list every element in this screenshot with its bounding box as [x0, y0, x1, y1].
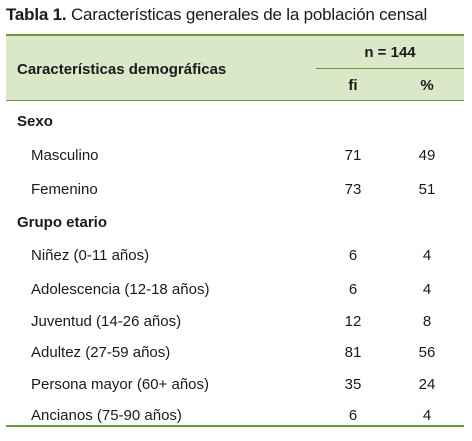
demographics-table: Características demográficas n = 144 fi … [6, 34, 464, 427]
row-percent: 49 [418, 147, 436, 164]
row-percent: 24 [418, 376, 436, 393]
row-fi: 71 [344, 147, 362, 164]
header-subrule [316, 68, 464, 69]
group-label: Sexo [17, 113, 53, 130]
row-percent: 51 [418, 181, 436, 198]
group-row-sexo: Sexo [6, 113, 464, 133]
table-top-rule [6, 34, 464, 36]
row-percent: 8 [422, 313, 432, 330]
row-fi: 6 [348, 407, 358, 424]
row-label: Adolescencia (12-18 años) [31, 281, 210, 298]
table-header-rule [6, 100, 464, 101]
row-fi: 6 [348, 281, 358, 298]
table-row: Ancianos (75-90 años) 6 4 [6, 407, 464, 427]
row-percent: 56 [418, 344, 436, 361]
header-percent: % [420, 77, 434, 94]
table-row: Femenino 73 51 [6, 181, 464, 201]
row-percent: 4 [422, 281, 432, 298]
table-row: Juventud (14-26 años) 12 8 [6, 313, 464, 333]
row-label: Persona mayor (60+ años) [31, 376, 210, 393]
table-row: Masculino 71 49 [6, 147, 464, 167]
header-sample-size: n = 144 [364, 44, 416, 61]
header-fi: fi [348, 77, 358, 94]
row-label: Masculino [31, 147, 99, 164]
table-caption-prefix: Tabla 1. [6, 5, 67, 24]
table-caption: Tabla 1. Características generales de la… [6, 5, 427, 25]
row-fi: 6 [348, 247, 358, 264]
row-label: Ancianos (75-90 años) [31, 407, 182, 424]
row-fi: 81 [344, 344, 362, 361]
row-fi: 73 [344, 181, 362, 198]
group-row-grupo-etario: Grupo etario [6, 214, 464, 234]
table-row: Persona mayor (60+ años) 35 24 [6, 376, 464, 396]
table-caption-text: Características generales de la població… [66, 5, 428, 24]
row-label: Juventud (14-26 años) [31, 313, 182, 330]
table-bottom-rule [6, 425, 464, 427]
row-fi: 12 [344, 313, 362, 330]
row-percent: 4 [422, 407, 432, 424]
row-fi: 35 [344, 376, 362, 393]
row-label: Femenino [31, 181, 98, 198]
group-label: Grupo etario [17, 214, 108, 231]
row-label: Adultez (27-59 años) [31, 344, 171, 361]
row-percent: 4 [422, 247, 432, 264]
table-header: Características demográficas n = 144 fi … [6, 36, 464, 100]
table-row: Niñez (0-11 años) 6 4 [6, 247, 464, 267]
table-row: Adolescencia (12-18 años) 6 4 [6, 281, 464, 301]
row-label: Niñez (0-11 años) [31, 247, 150, 264]
header-characteristics: Características demográficas [17, 61, 227, 78]
table-row: Adultez (27-59 años) 81 56 [6, 344, 464, 364]
